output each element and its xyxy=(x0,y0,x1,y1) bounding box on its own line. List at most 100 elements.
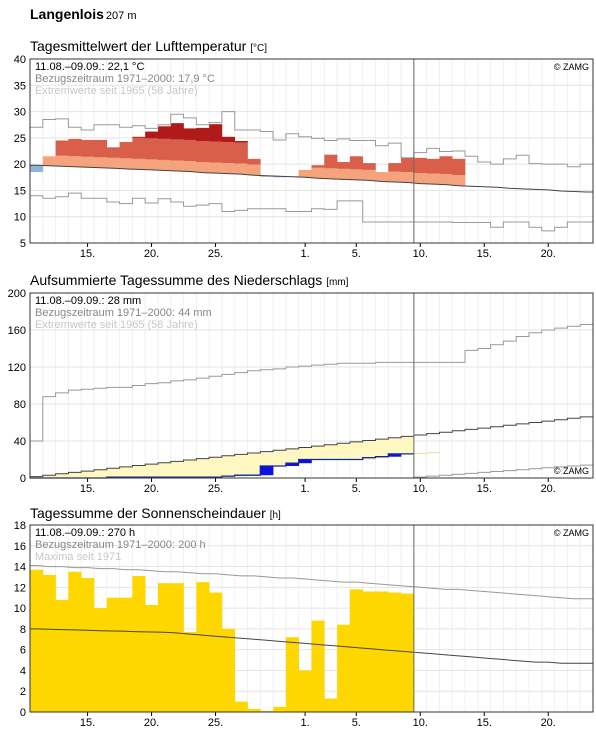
extreme-min-line xyxy=(30,192,593,232)
x-tick-label: 1. xyxy=(301,248,310,260)
sunshine-bar xyxy=(196,582,210,712)
x-tick-label: 15. xyxy=(477,483,492,495)
precipitation-chart-title: Aufsummierte Tagessumme des Niederschlag… xyxy=(30,272,348,288)
x-tick-label: 15. xyxy=(80,717,95,729)
sunshine-bar xyxy=(170,583,184,712)
temperature-bar xyxy=(337,168,351,180)
precipitation-deficit xyxy=(55,473,69,478)
chart-panel-temperature: 5 10 15 20 25 30 35 40 15. 20. 25. 1. 5. 10. 15. 20. 11.… xyxy=(14,54,594,260)
temperature-bar xyxy=(30,165,44,173)
temperature-bar xyxy=(196,162,210,173)
x-tick-label: 5. xyxy=(352,248,361,260)
x-tick-label: 20. xyxy=(541,248,556,260)
precipitation-deficit xyxy=(362,440,376,458)
maxima-line xyxy=(30,565,593,600)
precipitation-deficit xyxy=(183,459,197,478)
temperature-bar xyxy=(324,168,338,179)
temperature-bar xyxy=(145,131,159,139)
precipitation-deficit xyxy=(81,471,95,478)
y-tick-label: 0 xyxy=(20,707,26,719)
y-tick-label: 18 xyxy=(14,520,26,532)
sunshine-bar xyxy=(30,569,44,712)
x-tick-label: 25. xyxy=(208,717,223,729)
temperature-bar xyxy=(426,173,440,185)
sunshine-bar xyxy=(349,589,363,712)
temperature-bar xyxy=(260,175,274,177)
precipitation-title-text: Aufsummierte Tagessumme des Niederschlag… xyxy=(30,272,323,288)
temperature-bar xyxy=(93,157,108,168)
precipitation-deficit xyxy=(247,453,261,476)
temperature-bar xyxy=(234,141,248,143)
y-tick-label: 35 xyxy=(14,80,26,92)
temperature-bar xyxy=(452,175,466,186)
temperature-bar xyxy=(388,171,402,183)
temperature-bar xyxy=(439,156,453,175)
y-tick-label: 2 xyxy=(20,686,26,698)
precipitation-deficit xyxy=(388,437,402,454)
precipitation-deficit xyxy=(221,455,236,477)
legend-reference: Bezugszeitraum 1971–2000: 17,9 °C xyxy=(35,73,215,85)
temperature-bar xyxy=(183,139,197,161)
temperature-bar xyxy=(452,158,466,176)
sunshine-bar xyxy=(311,620,325,712)
sunshine-bar xyxy=(106,597,120,712)
temperature-bar xyxy=(157,138,172,160)
temperature-bar xyxy=(209,141,223,163)
precipitation-deficit xyxy=(145,464,159,478)
temperature-bar xyxy=(81,139,95,157)
sunshine-bar xyxy=(285,637,300,712)
precipitation-deficit xyxy=(119,466,133,478)
legend-observed: 11.08.–09.09.: 22,1 °C xyxy=(35,61,144,73)
sunshine-unit: [h] xyxy=(269,510,281,521)
x-tick-label: 15. xyxy=(477,248,492,260)
precipitation-increment xyxy=(426,452,440,454)
temperature-bar xyxy=(145,159,159,170)
sunshine-bar xyxy=(324,698,338,712)
sunshine-chart-title: Tagessumme der Sonnenscheindauer [h] xyxy=(30,505,281,521)
x-tick-label: 10. xyxy=(413,248,428,260)
plot-frame xyxy=(29,292,594,479)
x-tick-label: 1. xyxy=(301,717,310,729)
temperature-bar xyxy=(413,157,427,174)
temperature-bar xyxy=(234,142,248,164)
y-tick-label: 20 xyxy=(14,159,26,171)
temperature-bar xyxy=(170,160,184,171)
sunshine-bar xyxy=(273,706,287,712)
sunshine-bar xyxy=(234,701,248,712)
temperature-chart-title: Tagesmittelwert der Lufttemperatur [°C] xyxy=(30,38,267,54)
credit-label: © ZAMG xyxy=(554,528,589,538)
y-tick-label: 40 xyxy=(14,54,26,66)
temperature-bar xyxy=(68,138,82,157)
temperature-bar xyxy=(106,147,120,158)
temperature-bar xyxy=(349,156,363,170)
precipitation-increment xyxy=(285,463,300,466)
temperature-bar xyxy=(298,169,312,178)
x-tick-label: 5. xyxy=(352,483,361,495)
temperature-bar xyxy=(413,173,427,184)
temperature-unit: [°C] xyxy=(250,43,267,54)
plot-frame xyxy=(29,524,594,713)
precipitation-deficit xyxy=(260,451,274,466)
temperature-bar xyxy=(132,158,146,170)
extreme-max-line xyxy=(30,324,593,442)
chart-panel-sunshine: 0 2 4 6 8 10 12 14 16 18 15. 20. 25. 1. 5. 10. 15. 20. 11.… xyxy=(14,520,594,729)
temperature-bar xyxy=(42,156,56,166)
y-tick-label: 8 xyxy=(20,624,26,636)
sunshine-bar xyxy=(388,592,402,712)
precipitation-deficit xyxy=(324,444,338,460)
precipitation-deficit xyxy=(337,443,351,460)
station-elevation: 207 m xyxy=(105,10,137,22)
precipitation-deficit xyxy=(234,454,248,476)
temperature-bar xyxy=(324,154,338,169)
precipitation-deficit xyxy=(375,439,389,457)
precipitation-increment xyxy=(388,453,402,457)
temperature-bar xyxy=(209,124,223,142)
sunshine-bar xyxy=(93,608,108,712)
sunshine-bar xyxy=(119,597,133,712)
legend-observed: 11.08.–09.09.: 28 mm xyxy=(35,295,141,307)
y-tick-label: 80 xyxy=(14,399,26,411)
x-tick-label: 20. xyxy=(144,248,159,260)
temperature-bar xyxy=(362,163,376,170)
legend-extremes: Extremwerte seit 1965 (58 Jahre) xyxy=(35,319,198,331)
